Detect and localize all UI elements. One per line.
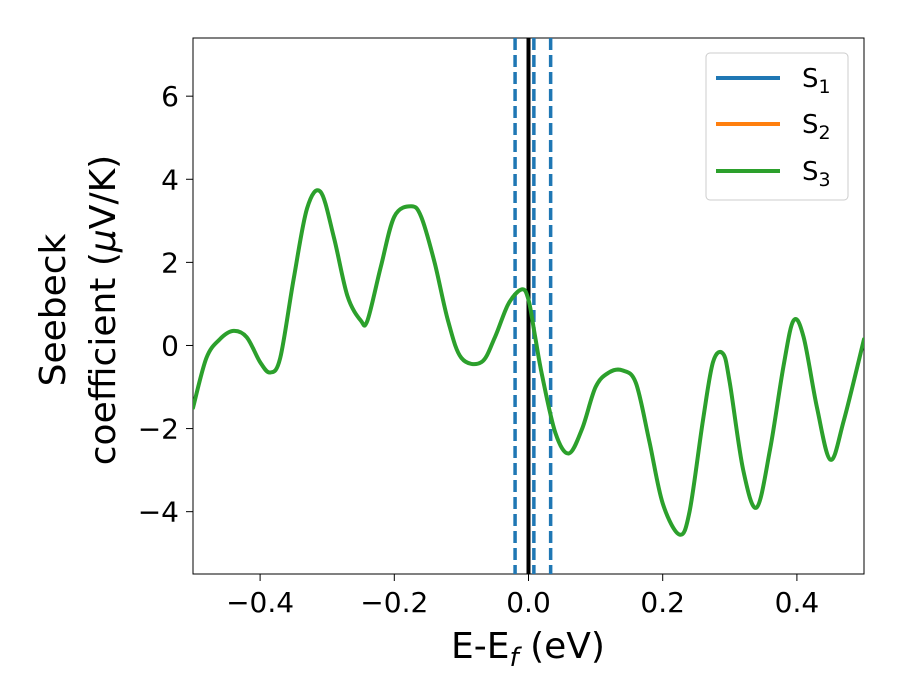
x-axis-title: E-Ef (eV): [451, 626, 605, 673]
y-axis-title-unit: V/K): [83, 155, 124, 229]
legend-label-s1-base: S: [802, 64, 819, 94]
x-tick-label: −0.2: [360, 586, 428, 619]
y-tick-label: −4: [138, 496, 179, 529]
legend-label-s2-sub: 2: [819, 122, 831, 144]
x-axis-title-unit: (eV): [519, 626, 605, 667]
legend-label-s3-base: S: [802, 157, 819, 187]
legend-label-s1: S1: [802, 64, 831, 98]
legend-label-s1-sub: 1: [819, 76, 831, 98]
x-axis-title-main: E-E: [451, 626, 509, 667]
legend-label-s2: S2: [802, 110, 831, 144]
y-axis-title-mu: μ: [83, 229, 124, 253]
y-axis-title-prefix: coefficient (: [83, 252, 124, 465]
x-tick-label: 0.0: [506, 586, 551, 619]
series-line-s3: [193, 188, 864, 537]
y-tick-label: 6: [161, 80, 179, 113]
legend-frame: [705, 52, 849, 201]
y-axis-title: Seebeck coefficient (μV/K): [33, 155, 124, 465]
y-tick-label: 0: [161, 329, 179, 362]
y-tick-label: 4: [161, 163, 179, 196]
y-axis-title-line1: Seebeck: [33, 233, 74, 386]
x-tick-label: 0.4: [775, 586, 820, 619]
y-axis-title-line2: coefficient (μV/K): [83, 155, 124, 465]
legend-label-s2-base: S: [802, 110, 819, 140]
y-tick-label: 2: [161, 246, 179, 279]
legend: S1 S2 S3: [705, 52, 849, 201]
x-tick-label: −0.4: [226, 586, 294, 619]
y-tick-label: −2: [138, 413, 179, 446]
x-tick-label: 0.2: [640, 586, 685, 619]
legend-label-s3: S3: [802, 157, 831, 191]
legend-label-s3-sub: 3: [819, 169, 831, 191]
